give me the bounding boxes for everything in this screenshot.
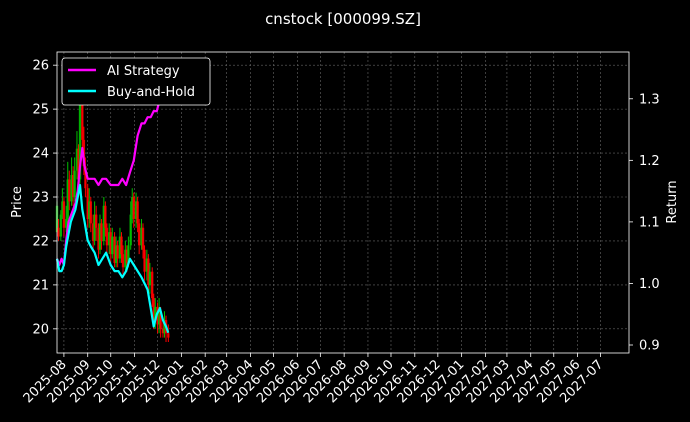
price-body — [156, 306, 159, 325]
price-body — [81, 100, 84, 140]
price-body — [118, 236, 122, 259]
y-tick-label: 25 — [32, 103, 49, 118]
price-body — [141, 227, 145, 250]
price-body — [89, 201, 92, 224]
price-body — [94, 214, 98, 228]
legend-label-buy-and-hold: Buy-and-Hold — [107, 85, 195, 100]
y2-tick-label: 0.9 — [639, 338, 660, 353]
y2-tick-label: 1.3 — [639, 92, 660, 107]
price-body — [129, 214, 132, 246]
price-body — [97, 227, 100, 250]
y2-axis-label: Return — [665, 180, 680, 223]
series-line-ai-strategy — [55, 73, 169, 267]
price-body — [157, 311, 161, 325]
price-body — [134, 201, 138, 219]
price-body — [159, 311, 162, 329]
price-body — [65, 218, 68, 228]
price-body — [104, 205, 107, 228]
price-body — [113, 236, 116, 263]
price-body — [114, 245, 118, 263]
price-body — [145, 258, 149, 272]
price-body — [98, 223, 102, 250]
price-body — [143, 249, 146, 272]
price-body — [70, 175, 73, 202]
price-body — [108, 232, 111, 246]
y-tick-label: 26 — [32, 59, 49, 74]
price-body — [93, 214, 96, 241]
price-body — [59, 214, 63, 237]
price-body — [57, 227, 60, 237]
price-body — [84, 166, 87, 189]
price-body — [131, 197, 134, 215]
y-tick-label: 23 — [32, 191, 49, 206]
y-tick-label: 20 — [32, 322, 49, 337]
price-body — [151, 271, 154, 299]
price-body — [88, 201, 91, 219]
y2-tick-label: 1.2 — [639, 154, 660, 169]
price-body — [147, 258, 150, 285]
price-body — [100, 223, 103, 241]
price-body — [121, 254, 125, 268]
price-body — [86, 188, 89, 219]
price-body — [68, 179, 71, 202]
price-body — [62, 201, 66, 228]
price-body — [105, 227, 109, 246]
price-body — [167, 333, 170, 338]
price-body — [152, 298, 155, 321]
price-body — [127, 245, 130, 263]
price-body — [75, 148, 79, 171]
price-body — [78, 100, 82, 180]
legend-label-ai-strategy: AI Strategy — [107, 64, 180, 79]
legend: AI Strategy Buy-and-Hold — [61, 57, 211, 106]
price-body — [73, 170, 76, 198]
grid-lines — [57, 52, 629, 353]
price-body — [111, 236, 114, 255]
price-body — [116, 245, 119, 259]
price-body — [102, 205, 106, 241]
y2-tick-label: 1.1 — [639, 215, 660, 230]
price-body — [66, 179, 69, 219]
plot-frame — [56, 51, 630, 354]
y-axis-label: Price — [10, 186, 25, 218]
price-body — [109, 232, 112, 255]
price-body — [124, 249, 127, 268]
left-axis-ticks: 20 21 22 23 24 25 26 — [32, 59, 57, 337]
price-body — [120, 236, 123, 255]
price-body — [132, 197, 135, 219]
price-body — [77, 148, 80, 180]
price-body — [163, 320, 166, 334]
y-tick-label: 21 — [32, 278, 49, 293]
y-tick-label: 22 — [32, 234, 49, 249]
y2-tick-label: 1.0 — [639, 277, 660, 292]
chart-title: cnstock [000099.SZ] — [265, 10, 421, 28]
price-body — [140, 227, 143, 246]
price-body — [161, 328, 165, 334]
y-tick-label: 24 — [32, 147, 49, 162]
price-body — [148, 271, 152, 285]
price-body — [61, 201, 64, 215]
right-axis-ticks: 0.9 1.0 1.1 1.2 1.3 — [629, 92, 660, 353]
price-body — [91, 223, 95, 241]
price-body — [71, 175, 75, 198]
series-line-buy-and-hold — [55, 183, 170, 334]
return-lines — [55, 73, 170, 334]
price-body — [154, 306, 157, 321]
legend-box — [61, 57, 211, 106]
price-body — [136, 201, 139, 224]
price-body — [137, 223, 141, 246]
price-body — [125, 249, 129, 263]
